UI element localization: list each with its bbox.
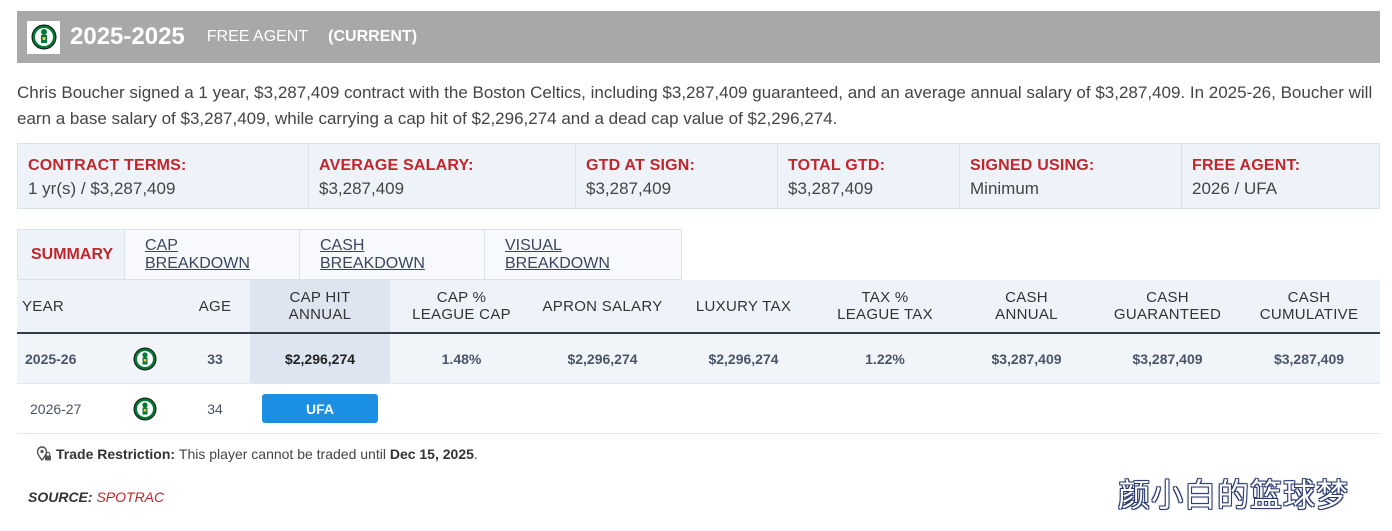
free-agent-label: FREE AGENT: [206, 28, 309, 45]
term-total-gtd: TOTAL GTD: $3,287,409: [778, 144, 960, 208]
celtics-logo-icon: [27, 20, 60, 54]
col-cap-pct-line1: CAP %: [436, 289, 487, 306]
breakdown-tabs: SUMMARY CAP BREAKDOWN CASH BREAKDOWN VIS…: [17, 229, 682, 280]
trade-restriction-note: Trade Restriction: This player cannot be…: [36, 446, 478, 462]
source-link[interactable]: SPOTRAC: [96, 489, 165, 505]
term-average-salary: AVERAGE SALARY: $3,287,409: [309, 144, 576, 208]
col-cash-annual-line2: ANNUAL: [995, 306, 1058, 323]
cell-cash-cumulative: $3,287,409: [1273, 350, 1345, 367]
term-label: GTD AT SIGN:: [586, 157, 696, 174]
table-row: 2025-26 33 $2,296,274 1.48% $2,296,274 $…: [17, 334, 1380, 384]
cell-age: 33: [207, 350, 223, 367]
term-value: $3,287,409: [319, 179, 405, 198]
cell-year: 2026-27: [30, 400, 82, 417]
col-cash-cum-line1: CASH: [1287, 289, 1331, 306]
trade-restriction-end: .: [473, 446, 478, 462]
cell-cap-hit: $2,296,274: [250, 334, 390, 383]
col-cash-cum-line2: CUMULATIVE: [1259, 306, 1359, 323]
trade-restriction-text: This player cannot be traded until: [178, 446, 386, 462]
celtics-logo-icon: [127, 384, 163, 433]
cell-cash-annual: $3,287,409: [991, 350, 1062, 367]
current-label: (CURRENT): [328, 28, 418, 45]
watermark-text: 颜小白的篮球梦: [1118, 476, 1350, 514]
col-cap-hit-line1: CAP HIT: [289, 289, 351, 306]
col-cash-gtd-line1: CASH: [1146, 289, 1189, 306]
cell-year: 2025-26: [25, 350, 77, 367]
term-label: CONTRACT TERMS:: [28, 157, 187, 174]
term-label: AVERAGE SALARY:: [319, 157, 474, 174]
lock-pin-icon: [36, 446, 52, 462]
col-cash-annual: CASH ANNUAL: [956, 280, 1097, 332]
term-value: 2026 / UFA: [1192, 179, 1278, 198]
term-label: SIGNED USING:: [970, 157, 1095, 174]
tab-visual-breakdown[interactable]: VISUAL BREAKDOWN: [485, 230, 681, 279]
term-free-agent: FREE AGENT: 2026 / UFA: [1182, 144, 1379, 208]
table-row: 2026-27 34 UFA: [17, 384, 1380, 434]
source-credit: SOURCE: SPOTRAC: [28, 489, 164, 505]
col-year: YEAR: [22, 297, 65, 315]
tab-cash-breakdown[interactable]: CASH BREAKDOWN: [300, 230, 485, 279]
cell-tax-pct: 1.22%: [865, 350, 905, 367]
col-cash-cumulative: CASH CUMULATIVE: [1238, 280, 1380, 332]
contract-terms-strip: CONTRACT TERMS: 1 yr(s) / $3,287,409 AVE…: [17, 143, 1380, 209]
col-luxury-tax: LUXURY TAX: [695, 297, 792, 315]
contract-table-header: YEAR AGE CAP HIT ANNUAL CAP % LEAGUE CAP…: [17, 280, 1380, 334]
term-contract-terms: CONTRACT TERMS: 1 yr(s) / $3,287,409: [18, 144, 309, 208]
term-signed-using: SIGNED USING: Minimum: [960, 144, 1182, 208]
tab-summary[interactable]: SUMMARY: [18, 230, 125, 279]
trade-restriction-label: Trade Restriction:: [56, 446, 176, 462]
ufa-badge[interactable]: UFA: [262, 394, 378, 423]
col-cap-hit: CAP HIT ANNUAL: [250, 280, 390, 332]
col-cap-pct-line2: LEAGUE CAP: [412, 306, 511, 323]
col-age: AGE: [198, 297, 232, 315]
cell-luxury: $2,296,274: [708, 350, 779, 367]
term-value: $3,287,409: [586, 179, 672, 198]
cell-apron: $2,296,274: [567, 350, 638, 367]
term-gtd-at-sign: GTD AT SIGN: $3,287,409: [576, 144, 778, 208]
col-tax-pct-line2: LEAGUE TAX: [837, 306, 933, 323]
term-value: $3,287,409: [788, 179, 874, 198]
col-cash-guaranteed: CASH GUARANTEED: [1097, 280, 1238, 332]
term-label: TOTAL GTD:: [788, 157, 886, 174]
contract-description: Chris Boucher signed a 1 year, $3,287,40…: [17, 83, 1373, 128]
col-apron-salary: APRON SALARY: [542, 297, 663, 315]
cell-status: UFA: [250, 384, 390, 433]
col-cash-annual-line1: CASH: [1005, 289, 1048, 306]
cell-age: 34: [207, 400, 223, 417]
contract-years: 2025-2025: [70, 23, 185, 50]
trade-restriction-date: Dec 15, 2025: [389, 446, 474, 462]
source-label: SOURCE:: [28, 489, 93, 505]
cell-cap-pct: 1.48%: [441, 350, 482, 367]
term-value: Minimum: [970, 179, 1039, 198]
col-tax-pct: TAX % LEAGUE TAX: [814, 280, 956, 332]
contract-header-bar: 2025-2025 FREE AGENT (CURRENT): [17, 11, 1380, 63]
col-cap-pct: CAP % LEAGUE CAP: [391, 280, 532, 332]
col-tax-pct-line1: TAX %: [861, 289, 909, 306]
term-value: 1 yr(s) / $3,287,409: [28, 179, 176, 198]
col-cap-hit-line2: ANNUAL: [288, 306, 352, 323]
celtics-logo-icon: [127, 334, 163, 383]
cell-cash-guaranteed: $3,287,409: [1132, 350, 1203, 367]
tab-cap-breakdown[interactable]: CAP BREAKDOWN: [125, 230, 300, 279]
col-cash-gtd-line2: GUARANTEED: [1113, 306, 1222, 323]
term-label: FREE AGENT:: [1192, 157, 1301, 174]
